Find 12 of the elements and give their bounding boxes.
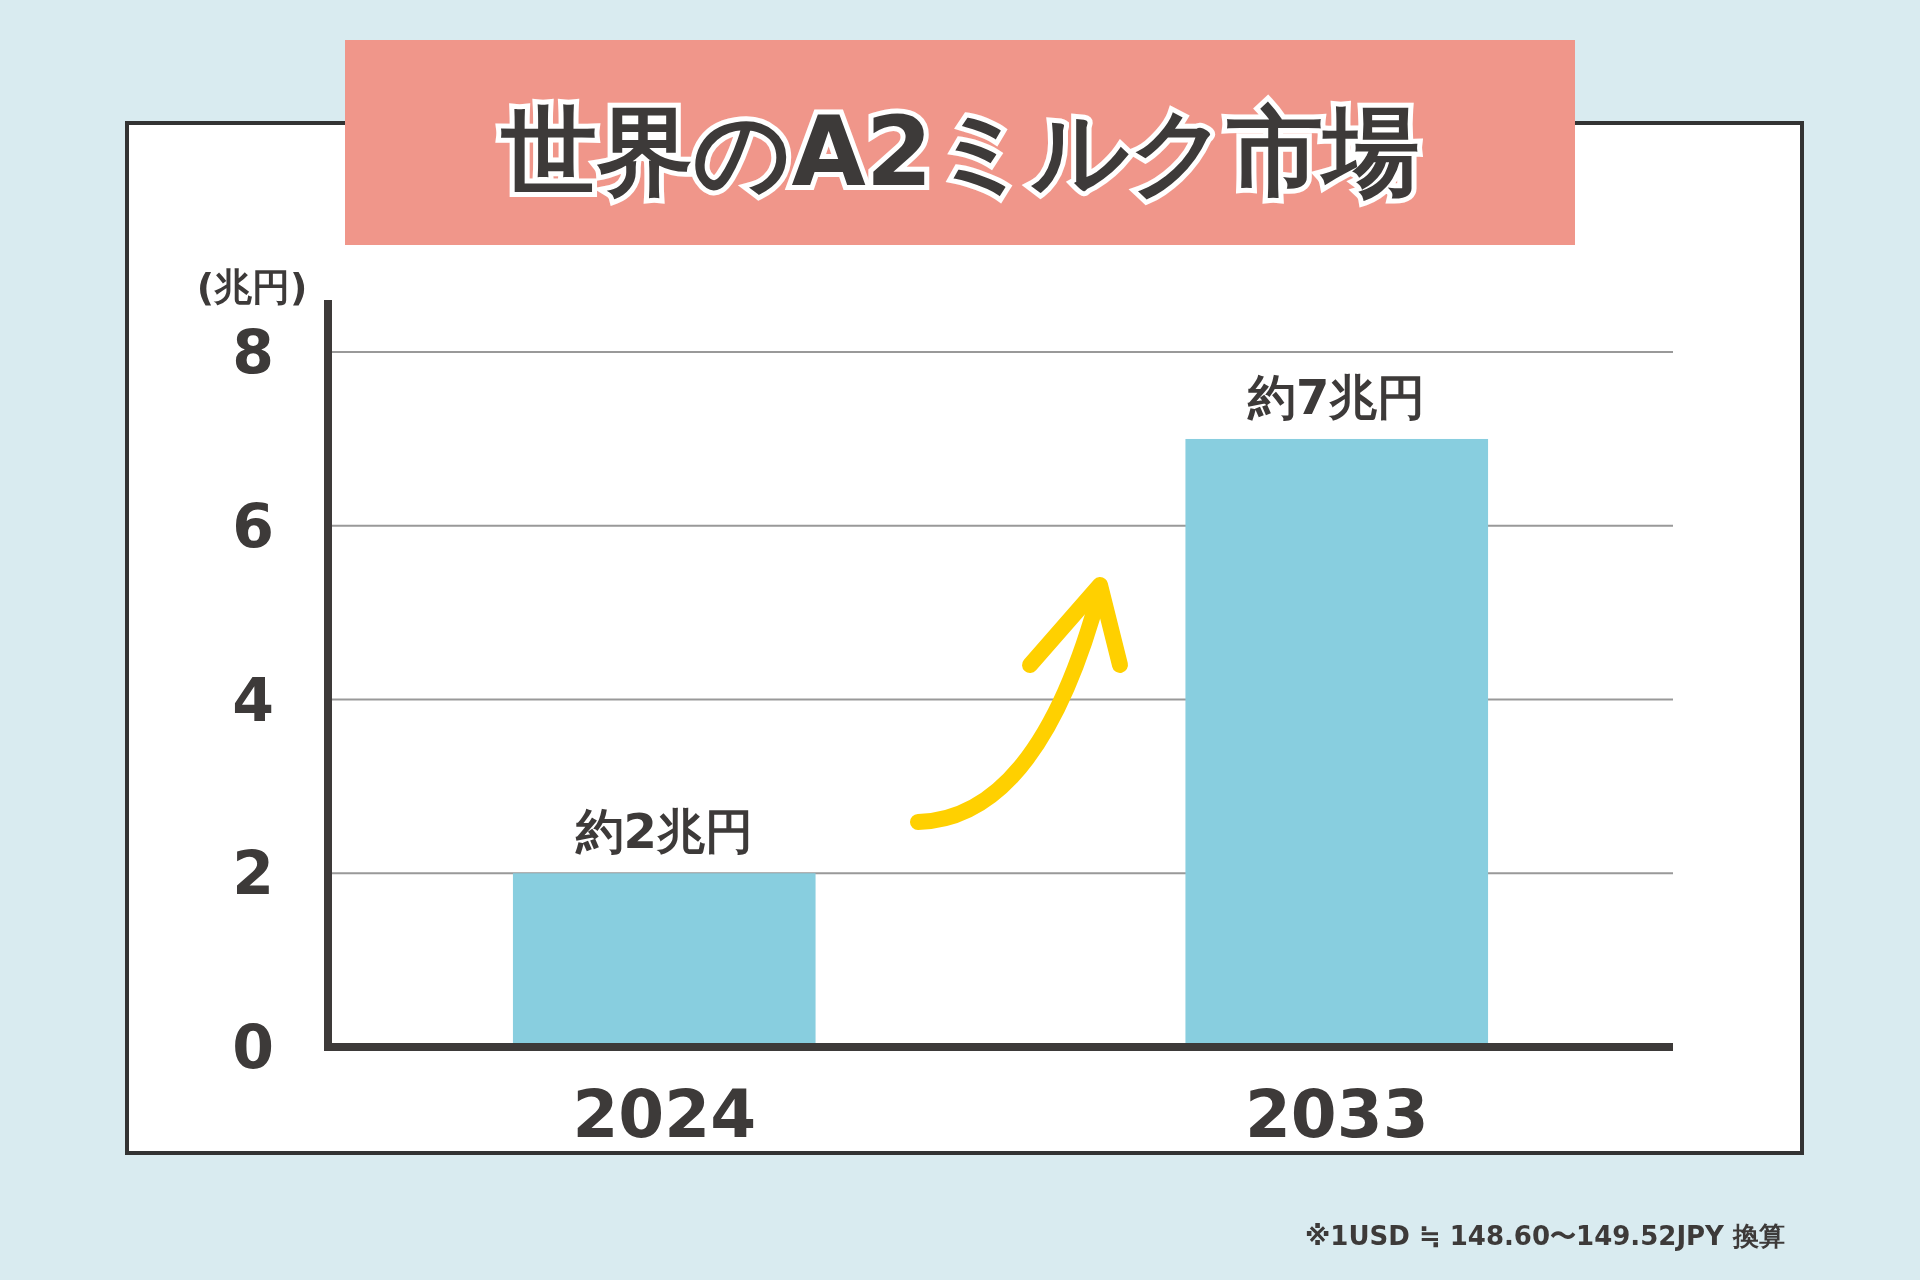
data-label: 約7兆円 (1247, 368, 1426, 425)
y-tick-label: 4 (232, 664, 274, 735)
x-tick-label: 2033 (1244, 1076, 1429, 1153)
text: ※1USD ≒ 148.60〜149.52JPY 換算 (1305, 1221, 1785, 1251)
x-tick-label: 2024 (572, 1076, 757, 1153)
y-tick-label: 2 (232, 838, 274, 909)
chart-title: 世界のA2ミルク市場 (500, 96, 1419, 208)
data-label: 約2兆円 (574, 803, 753, 860)
y-axis-title: (兆円) (196, 265, 308, 309)
y-tick-label: 8 (232, 317, 274, 388)
y-tick-label: 6 (232, 490, 274, 561)
y-tick-label: 0 (232, 1012, 274, 1082)
